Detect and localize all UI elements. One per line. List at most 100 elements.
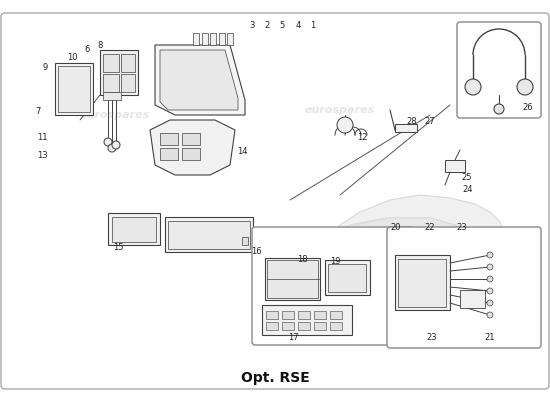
Text: eurospares: eurospares: [425, 255, 495, 265]
Text: 3: 3: [249, 20, 255, 30]
Bar: [108, 213, 160, 245]
Text: 1: 1: [310, 20, 316, 30]
Text: 18: 18: [296, 256, 307, 264]
Circle shape: [112, 141, 120, 149]
Text: 25: 25: [462, 174, 472, 182]
Text: 21: 21: [485, 334, 495, 342]
Polygon shape: [445, 225, 475, 252]
Text: 15: 15: [113, 244, 123, 252]
FancyBboxPatch shape: [387, 227, 541, 348]
FancyBboxPatch shape: [1, 13, 549, 389]
Circle shape: [517, 79, 533, 95]
Bar: [121, 74, 135, 92]
Circle shape: [108, 144, 116, 152]
Text: 14: 14: [236, 148, 248, 156]
Polygon shape: [345, 218, 460, 252]
Polygon shape: [290, 195, 505, 262]
Text: 20: 20: [390, 224, 402, 232]
Bar: [298, 322, 310, 330]
Bar: [330, 322, 342, 330]
Text: 28: 28: [406, 118, 417, 126]
Text: 12: 12: [357, 134, 367, 142]
Circle shape: [104, 138, 112, 146]
Text: 22: 22: [425, 224, 435, 232]
Bar: [165, 217, 253, 252]
Bar: [262, 305, 352, 335]
FancyBboxPatch shape: [252, 227, 413, 345]
Circle shape: [487, 300, 493, 306]
Text: 10: 10: [67, 54, 77, 62]
Bar: [328, 264, 366, 292]
Bar: [282, 322, 294, 330]
Circle shape: [333, 241, 347, 255]
Polygon shape: [160, 50, 238, 110]
Bar: [202, 33, 208, 45]
Bar: [210, 33, 216, 45]
Text: 5: 5: [279, 20, 285, 30]
Bar: [227, 33, 233, 45]
Text: 19: 19: [330, 258, 340, 266]
Bar: [325, 260, 370, 295]
Circle shape: [463, 233, 493, 263]
Text: 23: 23: [456, 224, 468, 232]
Text: eurospares: eurospares: [80, 110, 150, 120]
Bar: [330, 311, 342, 319]
Bar: [314, 311, 326, 319]
Bar: [103, 74, 119, 92]
Bar: [168, 221, 250, 249]
Text: 23: 23: [427, 334, 437, 342]
Text: 13: 13: [37, 150, 47, 160]
Bar: [160, 148, 178, 160]
Bar: [103, 54, 119, 72]
Text: 8: 8: [97, 40, 103, 50]
Circle shape: [465, 79, 481, 95]
Text: 17: 17: [288, 334, 298, 342]
Text: 7: 7: [35, 108, 41, 116]
Bar: [314, 322, 326, 330]
Text: 26: 26: [522, 104, 534, 112]
Bar: [100, 50, 138, 95]
Bar: [182, 148, 200, 160]
Bar: [55, 63, 93, 115]
Circle shape: [325, 233, 355, 263]
Bar: [266, 322, 278, 330]
Circle shape: [487, 252, 493, 258]
Polygon shape: [155, 45, 245, 115]
Polygon shape: [150, 120, 235, 175]
Bar: [395, 255, 450, 310]
Bar: [242, 237, 248, 245]
Bar: [112, 217, 156, 242]
Circle shape: [487, 264, 493, 270]
Text: 2: 2: [265, 20, 270, 30]
Bar: [282, 311, 294, 319]
Bar: [445, 160, 465, 172]
Bar: [398, 259, 446, 307]
Bar: [182, 133, 200, 145]
Bar: [267, 260, 318, 298]
Text: eurospares: eurospares: [305, 255, 375, 265]
Bar: [460, 290, 485, 308]
Bar: [103, 92, 121, 100]
Circle shape: [337, 117, 353, 133]
Bar: [265, 258, 320, 300]
Text: eurospares: eurospares: [305, 105, 375, 115]
Circle shape: [494, 104, 504, 114]
Circle shape: [487, 288, 493, 294]
Text: Opt. RSE: Opt. RSE: [241, 371, 309, 385]
Text: 16: 16: [251, 248, 261, 256]
Bar: [58, 66, 90, 112]
Circle shape: [471, 241, 485, 255]
Bar: [298, 311, 310, 319]
Text: 9: 9: [42, 62, 48, 72]
Polygon shape: [335, 218, 465, 258]
Circle shape: [487, 276, 493, 282]
Text: 24: 24: [463, 186, 473, 194]
Bar: [121, 54, 135, 72]
Bar: [266, 311, 278, 319]
Bar: [160, 133, 178, 145]
Circle shape: [487, 312, 493, 318]
FancyBboxPatch shape: [457, 22, 541, 118]
Text: 4: 4: [295, 20, 301, 30]
Text: 11: 11: [37, 134, 47, 142]
Bar: [219, 33, 225, 45]
